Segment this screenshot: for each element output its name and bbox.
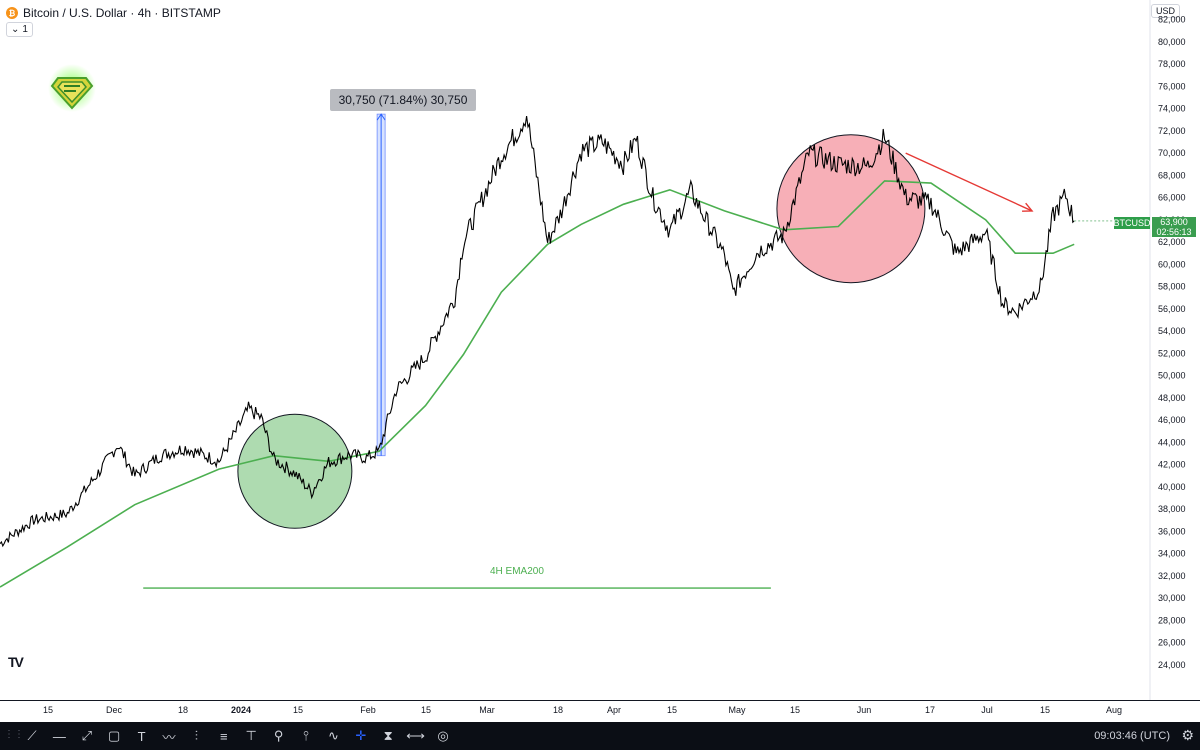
price-chart[interactable]: 24,000 26,000 28,000 30,000 32,000 34,000 36,0… <box>0 0 1200 700</box>
horizontal-line-icon[interactable]: — <box>52 728 66 744</box>
y-tick-label: 68,000 <box>1158 170 1186 180</box>
trend-arrowhead <box>1022 202 1034 212</box>
drawing-toolbar: ⋮⋮ 09:03:46 (UTC) ⚙ ⟋ — ⤢ ▢ T 〰 ⫶ ≡ ⊤ ⚲ ⫯ ∿ ✛ ⧗ ⟷ ◎ <box>0 722 1200 750</box>
crosshair-icon[interactable]: ✛ <box>355 728 367 743</box>
y-tick-label: 66,000 <box>1158 193 1186 203</box>
bitcoin-icon: ₿ <box>6 7 18 19</box>
x-tick-label: Mar <box>479 705 495 715</box>
measure-label[interactable]: 30,750 (71.84%) 30,750 <box>330 89 476 111</box>
x-tick-label: 15 <box>292 705 304 715</box>
x-tick-label: Dec <box>105 705 123 715</box>
long-position-icon[interactable]: ⧗ <box>383 728 393 743</box>
y-tick-label: 46,000 <box>1158 415 1186 425</box>
x-tick-label: 15 <box>420 705 432 715</box>
x-tick-label: 18 <box>177 705 189 715</box>
x-tick-label: 2024 <box>230 705 252 715</box>
trend-arrow <box>905 152 1033 212</box>
y-tick-label: 42,000 <box>1158 460 1186 470</box>
circle-icon[interactable]: ◎ <box>437 728 449 743</box>
symbol-title[interactable]: Bitcoin / U.S. Dollar · 4h · BITSTAMP <box>23 6 221 20</box>
y-tick-label: 80,000 <box>1158 37 1186 47</box>
x-tick-label: 15 <box>42 705 54 715</box>
x-tick-label: Feb <box>360 705 376 715</box>
last-price: 63,900 <box>1160 217 1188 227</box>
plot-area <box>0 113 1150 589</box>
y-tick-label: 60,000 <box>1158 259 1186 269</box>
utc-clock[interactable]: 09:03:46 (UTC) <box>1094 730 1170 742</box>
x-tick-label: 15 <box>1039 705 1051 715</box>
indicator-legend-toggle[interactable]: ⌄ 1 <box>6 22 33 37</box>
x-tick-label: 15 <box>789 705 801 715</box>
x-tick-label: 15 <box>666 705 678 715</box>
symbol-price-tag: BTCUSD <box>1113 217 1151 229</box>
last-price-tag: 63,900 02:56:13 <box>1152 217 1196 237</box>
y-tick-label: 76,000 <box>1158 81 1186 91</box>
tradingview-logo[interactable]: TV <box>8 654 24 670</box>
y-tick-label: 56,000 <box>1158 304 1186 314</box>
x-tick-label: Apr <box>606 705 622 715</box>
drag-handle-icon[interactable]: ⋮⋮ <box>4 729 24 740</box>
gem-logo <box>48 64 96 112</box>
currency-button[interactable]: USD <box>1150 4 1180 18</box>
y-tick-label: 48,000 <box>1158 393 1186 403</box>
trend-line-icon[interactable]: ⟋ <box>27 728 37 743</box>
y-tick-label: 50,000 <box>1158 371 1186 381</box>
y-tick-label: 38,000 <box>1158 504 1186 514</box>
pitchfork-icon[interactable]: ⤢ <box>81 728 92 743</box>
pin-icon[interactable]: ⚲ <box>273 728 284 743</box>
accumulation-circle <box>237 413 353 529</box>
path-icon[interactable]: ∿ <box>327 728 339 743</box>
legend-count: 1 <box>22 24 28 35</box>
bar-countdown: 02:56:13 <box>1156 227 1192 237</box>
y-tick-label: 30,000 <box>1158 593 1186 603</box>
price-axis: 24,000 26,000 28,000 30,000 32,000 34,000 36,0… <box>1158 15 1186 670</box>
price-line <box>0 116 1075 548</box>
y-tick-label: 70,000 <box>1158 148 1186 158</box>
y-tick-label: 78,000 <box>1158 59 1186 69</box>
y-tick-label: 32,000 <box>1158 571 1186 581</box>
ema-line-label: 4H EMA200 <box>490 566 544 577</box>
x-tick-label: 18 <box>552 705 564 715</box>
regression-icon[interactable]: ⊤ <box>245 728 257 743</box>
measure-arrowhead <box>376 113 386 121</box>
fib-icon[interactable]: ⫯ <box>303 728 309 743</box>
y-tick-label: 36,000 <box>1158 526 1186 536</box>
chevron-down-icon[interactable]: ⌄ <box>11 24 20 35</box>
x-tick-label: Jun <box>856 705 872 715</box>
gear-icon[interactable]: ⚙ <box>1181 727 1194 743</box>
y-tick-label: 28,000 <box>1158 615 1186 625</box>
date-range-icon[interactable]: ⟷ <box>406 728 425 743</box>
y-tick-label: 72,000 <box>1158 126 1186 136</box>
ema200-line <box>0 180 1075 588</box>
y-tick-label: 58,000 <box>1158 282 1186 292</box>
y-tick-label: 40,000 <box>1158 482 1186 492</box>
x-tick-label: 17 <box>924 705 936 715</box>
brush-icon[interactable]: 〰 <box>162 729 176 745</box>
time-axis[interactable]: 15 Dec 18 2024 15 Feb 15 Mar 18 Apr 15 May 15 Jun 17 Ju… <box>0 700 1200 721</box>
y-tick-label: 34,000 <box>1158 549 1186 559</box>
x-tick-label: Jul <box>981 705 993 715</box>
y-tick-label: 82,000 <box>1158 15 1186 25</box>
rectangle-icon[interactable]: ▢ <box>108 728 121 743</box>
y-tick-label: 44,000 <box>1158 437 1186 447</box>
chart-header: ₿ Bitcoin / U.S. Dollar · 4h · BITSTAMP <box>6 4 221 22</box>
y-tick-label: 74,000 <box>1158 104 1186 114</box>
text-icon[interactable]: T <box>137 728 146 744</box>
x-tick-label: May <box>728 705 746 715</box>
y-tick-label: 24,000 <box>1158 660 1186 670</box>
channel-icon[interactable]: ⫶ <box>194 728 199 743</box>
y-tick-label: 26,000 <box>1158 638 1186 648</box>
y-tick-label: 62,000 <box>1158 237 1186 247</box>
y-tick-label: 52,000 <box>1158 348 1186 358</box>
x-tick-label: Aug <box>1105 705 1123 715</box>
y-tick-label: 54,000 <box>1158 326 1186 336</box>
parallel-channel-icon[interactable]: ≡ <box>220 728 228 744</box>
distribution-circle <box>776 134 926 284</box>
